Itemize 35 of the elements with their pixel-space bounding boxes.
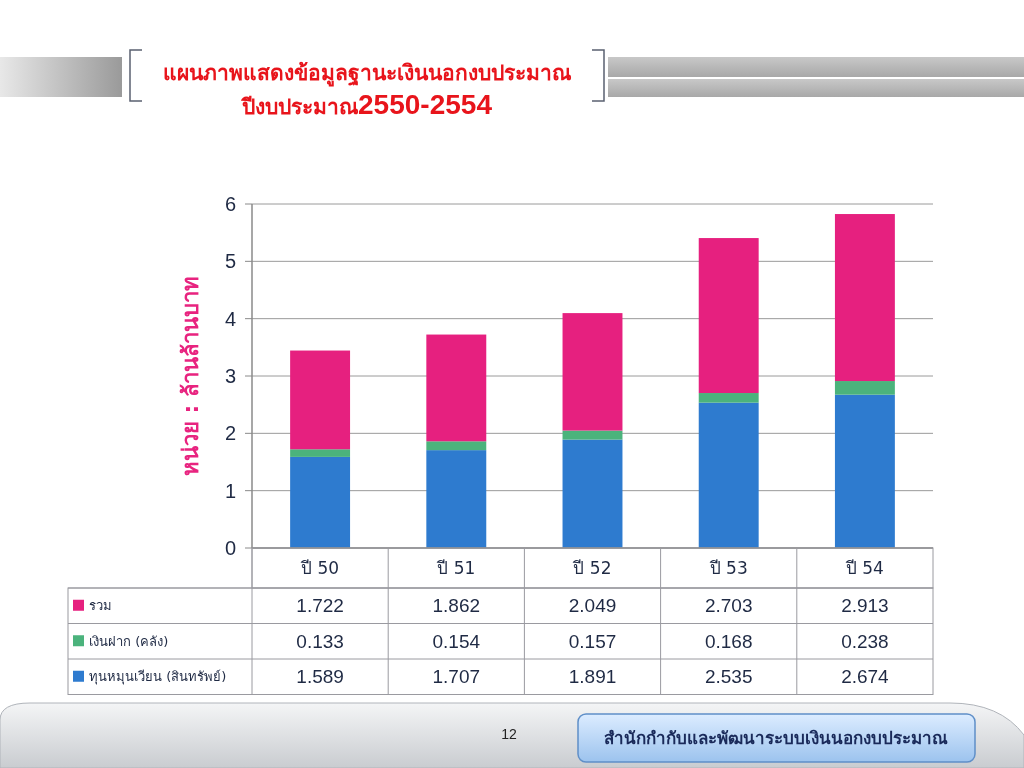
y-tick-label: 5 bbox=[224, 250, 236, 273]
legend-label: รวม bbox=[89, 598, 112, 614]
data-label: 0.154 bbox=[432, 630, 481, 652]
data-label: 0.168 bbox=[704, 630, 753, 652]
legend-label: ทุนหมุนเวียน (สินทรัพย์) bbox=[89, 669, 227, 686]
text: สำนักกำกับและพัฒนาระบบเงินนอกงบประมาณ bbox=[604, 727, 948, 748]
y-tick-label: 1 bbox=[224, 479, 236, 502]
x-tick-label: ปี 54 bbox=[844, 557, 884, 578]
data-label: 2.674 bbox=[841, 666, 890, 688]
x-tick-label: ปี 50 bbox=[300, 557, 340, 578]
data-label: 2.049 bbox=[568, 595, 617, 617]
data-label: 0.238 bbox=[841, 630, 889, 652]
y-tick-label: 4 bbox=[224, 307, 236, 330]
data-label: 1.589 bbox=[296, 666, 344, 688]
y-tick-label: 0 bbox=[224, 537, 236, 559]
y-tick-label: 3 bbox=[224, 365, 236, 387]
legend-label: เงินฝาก (คลัง) bbox=[89, 633, 169, 649]
y-tick-label: 2 bbox=[224, 422, 236, 445]
data-label: 1.862 bbox=[432, 595, 481, 617]
data-label: 2.913 bbox=[841, 595, 889, 617]
data-label: 2.535 bbox=[704, 666, 753, 688]
x-tick-label: ปี 51 bbox=[436, 557, 476, 578]
data-label: 1.891 bbox=[568, 666, 617, 688]
y-tick-label: 6 bbox=[224, 193, 236, 215]
text: 12 bbox=[501, 725, 517, 742]
data-label: 0.157 bbox=[568, 630, 617, 652]
chart-title: แผนภาพแสดงข้อมูลฐานะเงินนอกงบประมาณ bbox=[163, 60, 572, 87]
data-label: 0.133 bbox=[296, 630, 344, 652]
data-label: 2.703 bbox=[704, 595, 753, 617]
data-label: 1.707 bbox=[432, 666, 481, 688]
data-label: 1.722 bbox=[296, 595, 344, 617]
x-tick-label: ปี 52 bbox=[572, 557, 612, 578]
chart-subtitle: ปีงบประมาณ2550-2554 bbox=[240, 89, 493, 120]
x-tick-label: ปี 53 bbox=[708, 557, 748, 578]
y-axis-title: หน่วย : ล้านล้านบาท bbox=[177, 275, 203, 477]
